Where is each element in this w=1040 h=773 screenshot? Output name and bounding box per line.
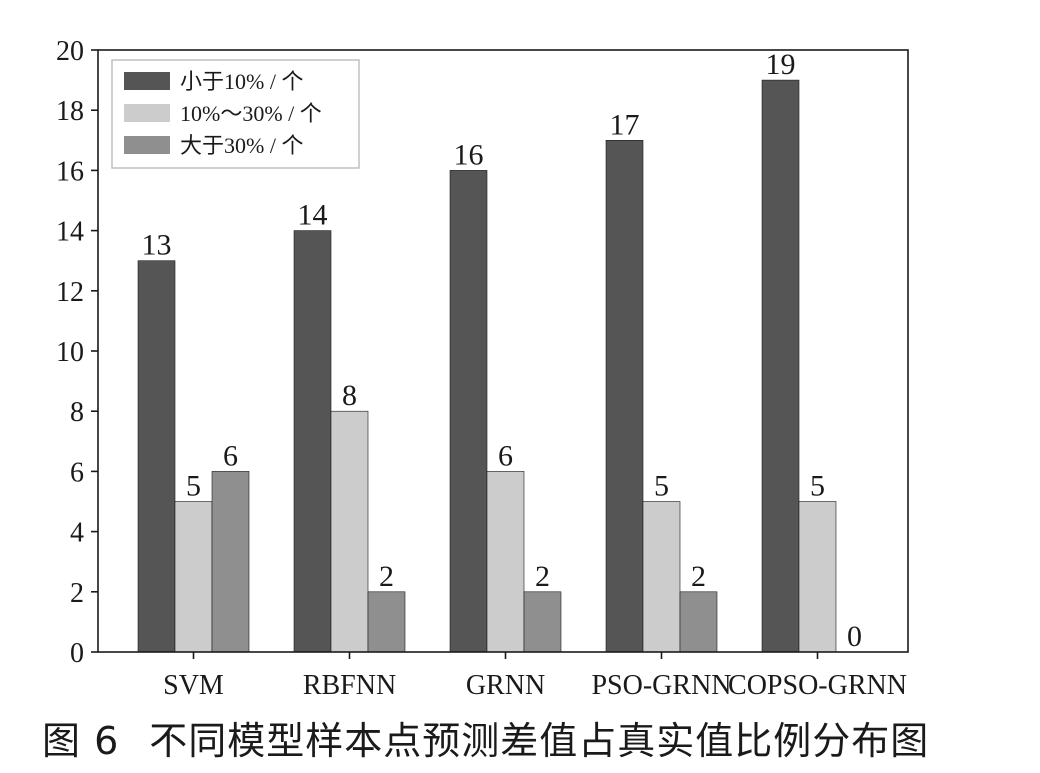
x-tick-label: SVM: [163, 670, 224, 701]
bar: [679, 591, 718, 653]
bar: [486, 471, 525, 653]
data-label: 5: [186, 470, 201, 503]
y-tick-label: 6: [70, 457, 84, 488]
x-tick-label: GRNN: [466, 670, 545, 701]
y-tick-label: 10: [56, 337, 84, 368]
data-label: 2: [535, 560, 550, 593]
y-tick-label: 20: [56, 36, 84, 67]
legend-label: 10%～30% / 个: [180, 101, 322, 126]
bar: [174, 501, 213, 653]
legend-swatch: [124, 72, 170, 90]
data-label: 14: [298, 199, 328, 232]
data-label: 6: [498, 439, 513, 472]
data-label: 13: [142, 229, 172, 262]
data-label: 17: [610, 108, 640, 141]
data-label: 19: [766, 48, 796, 81]
x-tick-label: COPSO-GRNN: [728, 670, 907, 701]
bar: [605, 140, 644, 653]
legend-label: 大于30% / 个: [180, 133, 303, 158]
y-tick-label: 4: [70, 518, 84, 549]
x-tick-label: RBFNN: [303, 670, 396, 701]
data-label: 6: [223, 439, 238, 472]
legend-swatch: [124, 136, 170, 154]
bar: [798, 501, 837, 653]
bars-layer: [137, 79, 837, 653]
data-label: 8: [342, 379, 357, 412]
figure-number: 图 6: [42, 719, 120, 763]
data-label: 0: [847, 620, 862, 653]
y-tick-label: 8: [70, 397, 84, 428]
legend-label: 小于10% / 个: [180, 69, 303, 94]
bar: [293, 230, 332, 653]
bar: [211, 471, 250, 653]
y-tick-label: 16: [56, 156, 84, 187]
y-tick-label: 2: [70, 578, 84, 609]
y-tick-label: 12: [56, 277, 84, 308]
bar: [449, 170, 488, 653]
bar: [367, 591, 406, 653]
data-label: 2: [379, 560, 394, 593]
y-tick-label: 18: [56, 96, 84, 127]
data-label: 2: [691, 560, 706, 593]
bar: [523, 591, 562, 653]
legend-swatch: [124, 104, 170, 122]
bar: [642, 501, 681, 653]
bar: [761, 79, 800, 653]
data-label: 5: [654, 470, 669, 503]
y-tick-label: 0: [70, 638, 84, 669]
bar: [330, 410, 369, 653]
figure-caption-text: 不同模型样本点预测差值占真实值比例分布图: [149, 719, 930, 763]
data-label: 5: [810, 470, 825, 503]
x-tick-label: PSO-GRNN: [591, 670, 731, 701]
figure-caption: 图 6 不同模型样本点预测差值占真实值比例分布图: [42, 712, 1022, 770]
bar: [137, 260, 176, 653]
data-label: 16: [454, 138, 484, 171]
y-tick-label: 14: [56, 217, 84, 248]
